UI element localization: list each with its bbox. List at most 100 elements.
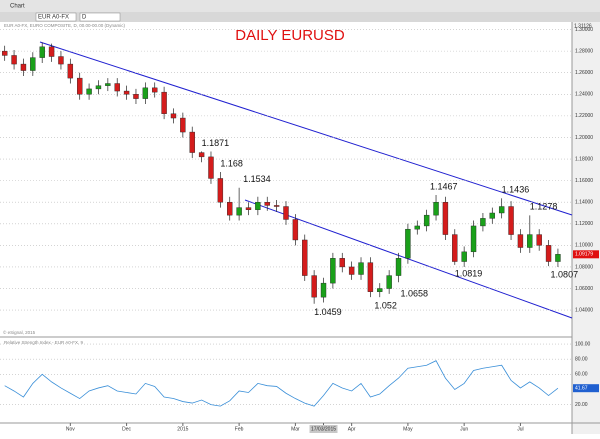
candle-body	[86, 88, 92, 95]
candle-body	[217, 178, 224, 203]
axis-area	[572, 22, 600, 434]
x-tick-label: 2015	[177, 426, 188, 432]
cursor-date-box	[309, 425, 338, 433]
candle-body	[302, 239, 308, 276]
y-tick-label: 1.20000	[575, 135, 593, 141]
candle-body	[470, 225, 477, 253]
candle-body	[405, 228, 411, 259]
y-tick-label: 100.00	[575, 341, 591, 347]
candle-body	[105, 83, 111, 86]
candle-body	[58, 56, 64, 65]
candle-body	[133, 94, 139, 99]
candle-body	[170, 113, 177, 119]
interval[interactable]: D	[82, 15, 87, 21]
candle-body	[198, 152, 205, 158]
candle-body	[95, 85, 102, 90]
candle-body	[545, 245, 552, 262]
price-annotation: 1.052	[374, 301, 397, 311]
candle-body	[367, 262, 374, 292]
window-title: Chart	[10, 4, 25, 10]
candle-body	[442, 201, 449, 235]
rsi-line	[4, 360, 559, 407]
y-tick-label: 1.18000	[575, 156, 593, 162]
y-tick-label: 1.22000	[575, 113, 593, 119]
candle-body	[311, 275, 317, 298]
y-tick-label: 1.06000	[575, 286, 593, 292]
price-annotation: 1.1871	[202, 138, 230, 148]
y-tick-label: 1.24000	[575, 92, 593, 98]
y-tick-label: 1.14000	[575, 200, 593, 206]
interval-box[interactable]	[79, 12, 121, 22]
candle-body	[77, 77, 83, 95]
price-annotation: 1.0807	[551, 270, 579, 280]
top-price: 1.31126	[574, 23, 592, 29]
price-annotation: 1.168	[220, 158, 243, 168]
last-price-box	[573, 250, 599, 259]
price-annotation: 1.1278	[530, 202, 558, 212]
price-annotation: 1.0658	[401, 289, 429, 299]
symbol[interactable]: EUR A0-FX	[38, 15, 69, 21]
candle-body	[320, 282, 327, 298]
candle-body	[508, 206, 514, 235]
candle-body	[498, 206, 505, 214]
y-tick-label: 20.00	[575, 402, 588, 408]
candle-body	[452, 234, 458, 262]
candle-body	[208, 156, 214, 179]
x-tick-label: Nov	[66, 426, 75, 432]
candle-body	[48, 46, 55, 57]
candle-body	[180, 117, 186, 133]
x-tick-label: Jun	[460, 426, 468, 432]
candle-body	[292, 219, 299, 241]
price-annotation: 1.1467	[430, 181, 458, 191]
y-tick-label: 1.10000	[575, 243, 593, 249]
y-tick-label: 60.00	[575, 372, 588, 378]
candle-body	[67, 63, 74, 79]
last-rsi: 41.67	[575, 386, 588, 392]
candle-body	[433, 201, 439, 216]
price-annotation: 1.0819	[455, 268, 483, 278]
candle-body	[245, 207, 252, 210]
candle-body	[339, 258, 345, 268]
candle-body	[386, 275, 392, 289]
candle-body	[283, 206, 289, 220]
candle-body	[527, 234, 533, 248]
x-tick-label: 17/03/2015	[311, 426, 336, 432]
candle-body	[123, 90, 130, 95]
candle-body	[152, 87, 158, 93]
price-annotation: 1.1534	[243, 174, 271, 184]
candle-body	[142, 87, 149, 99]
candle-body	[395, 258, 402, 276]
y-tick-label: 1.28000	[575, 48, 593, 54]
y-tick-label: 1.26000	[575, 70, 593, 76]
y-tick-label: 1.30000	[575, 27, 593, 33]
candle-body	[517, 234, 524, 248]
y-tick-label: 1.16000	[575, 178, 593, 184]
candle-body	[414, 225, 420, 230]
candle-body	[555, 254, 561, 262]
copyright: © eSignal, 2015	[3, 329, 36, 335]
x-tick-label: May	[403, 426, 413, 432]
candle-body	[330, 258, 336, 284]
x-tick-label: Dec	[122, 426, 131, 432]
symbol-box[interactable]	[35, 12, 77, 22]
candle-body	[480, 218, 486, 227]
candle-body	[161, 91, 167, 114]
x-tick-label: Mar	[291, 426, 300, 432]
candle-body	[536, 234, 542, 246]
candle-body	[11, 55, 17, 65]
candle-body	[1, 50, 8, 56]
y-tick-label: 1.04000	[575, 307, 593, 313]
y-tick-label: 1.12000	[575, 221, 593, 227]
candle-body	[189, 131, 195, 153]
candle-body	[358, 262, 364, 275]
candle-body	[20, 63, 27, 71]
rsi-title: Relative Strength Index - EUR A0-FX, 9	[4, 340, 84, 345]
trend-line	[244, 199, 573, 319]
candle-body	[227, 201, 233, 216]
candle-body	[236, 207, 242, 216]
candle-body	[39, 46, 45, 58]
x-tick-label: Jul	[517, 426, 523, 432]
y-tick-label: 80.00	[575, 357, 588, 363]
price-annotation: 1.1436	[502, 185, 530, 195]
